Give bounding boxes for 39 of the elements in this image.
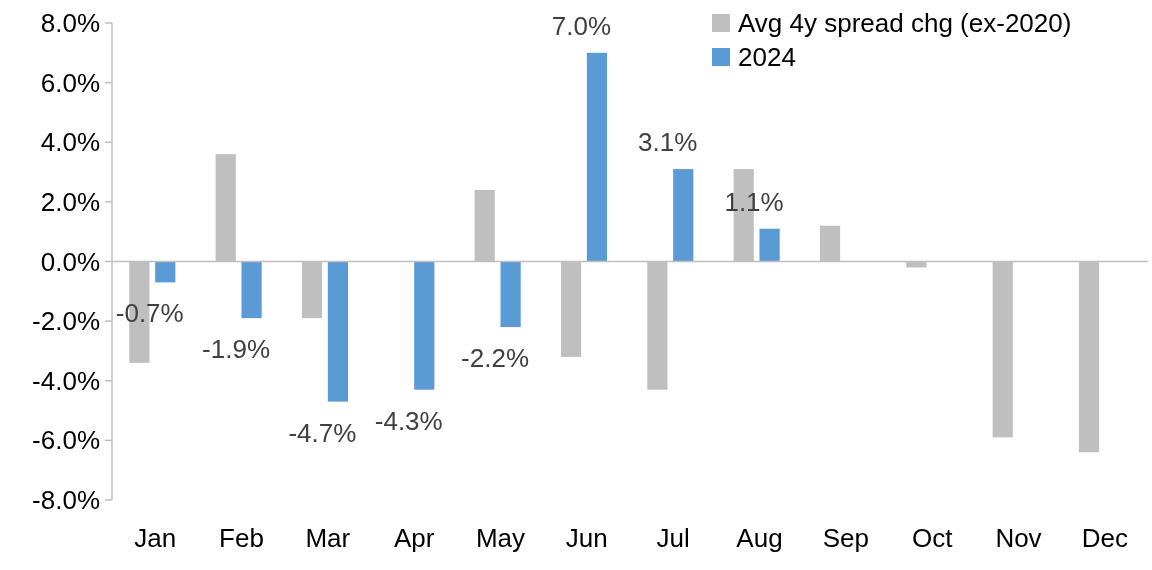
data-label: -0.7% (115, 298, 184, 329)
x-tick-label: Aug (736, 523, 783, 553)
x-tick-label: Jan (134, 523, 177, 553)
y-tick-label: -4.0% (32, 365, 100, 396)
x-tick-label: Dec (1081, 523, 1128, 553)
data-label: 1.1% (724, 186, 784, 217)
bar (673, 169, 694, 262)
data-label: -2.2% (461, 343, 530, 374)
y-tick-label: 6.0% (40, 67, 100, 98)
bar (155, 261, 176, 283)
bar (327, 261, 349, 402)
legend-label: Avg 4y spread chg (ex-2020) (738, 8, 1072, 39)
bar (414, 261, 435, 390)
x-tick-label: Feb (219, 523, 264, 553)
y-tick-label: 0.0% (40, 246, 100, 277)
data-label: -4.7% (288, 417, 357, 448)
bar (586, 52, 608, 262)
x-tick-label: Oct (911, 523, 954, 553)
data-label: -1.9% (202, 334, 271, 365)
x-tick-label: Apr (393, 523, 435, 553)
y-tick-label: 4.0% (40, 127, 100, 158)
bar (500, 261, 521, 328)
x-tick-label: Sep (822, 523, 869, 553)
legend-label: 2024 (738, 42, 796, 73)
y-tick-label: 2.0% (40, 186, 100, 217)
bar (759, 228, 780, 262)
bar (241, 261, 262, 319)
x-tick-label: Nov (995, 523, 1042, 553)
x-tick-label: Mar (305, 523, 351, 553)
x-tick-label: May (475, 523, 526, 553)
y-tick-label: -6.0% (32, 425, 100, 456)
y-tick-label: -2.0% (32, 306, 100, 337)
x-tick-label: Jul (656, 523, 690, 553)
data-label: -4.3% (374, 405, 443, 436)
x-tick-label: Jun (565, 523, 608, 553)
data-label: 7.0% (551, 10, 612, 41)
data-label: 3.1% (638, 127, 698, 158)
y-tick-label: 8.0% (40, 8, 100, 39)
y-tick-label: -8.0% (32, 485, 100, 516)
